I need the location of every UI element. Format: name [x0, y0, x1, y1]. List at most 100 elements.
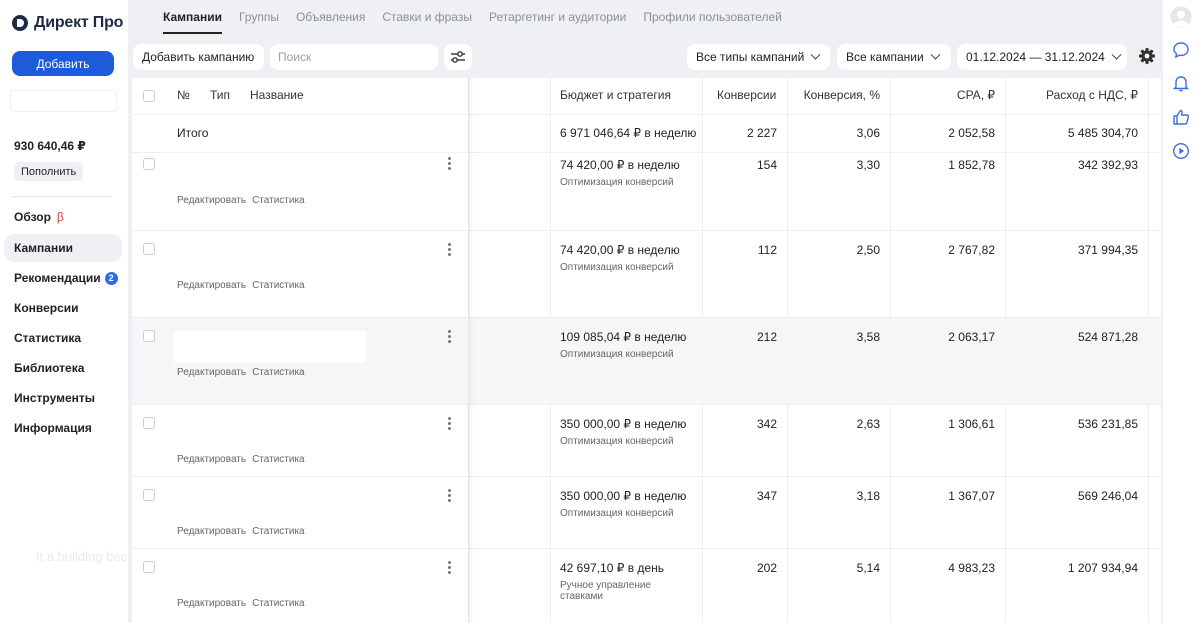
- more-icon[interactable]: [448, 489, 451, 502]
- edit-link[interactable]: Редактировать: [177, 280, 247, 291]
- add-button[interactable]: Добавить: [12, 51, 114, 76]
- chat-icon[interactable]: [1172, 41, 1190, 59]
- sidebar-item-campaigns[interactable]: Кампании: [4, 234, 122, 262]
- tab-retargeting[interactable]: Ретаргетинг и аудитории: [488, 10, 627, 24]
- conversions-value: 212: [756, 330, 777, 344]
- sidebar-item-statistics[interactable]: Статистика: [4, 324, 122, 352]
- table-row[interactable]: Редактировать Статистика 74 420,00 ₽ в н…: [132, 152, 1161, 230]
- add-campaign-button[interactable]: Добавить кампанию: [133, 44, 264, 70]
- play-icon[interactable]: [1172, 142, 1190, 160]
- chevron-down-icon: [1111, 49, 1122, 60]
- tab-campaigns[interactable]: Кампании: [163, 10, 222, 34]
- tab-ads[interactable]: Объявления: [295, 10, 366, 24]
- more-icon[interactable]: [448, 330, 451, 343]
- table-row[interactable]: Редактировать Статистика 350 000,00 ₽ в …: [132, 404, 1161, 476]
- logo-text: Директ Про: [34, 14, 124, 31]
- row-checkbox[interactable]: [143, 489, 155, 501]
- edit-link[interactable]: Редактировать: [177, 367, 247, 378]
- conversions-value: 112: [757, 243, 777, 257]
- table-row[interactable]: Редактировать Статистика 74 420,00 ₽ в н…: [132, 230, 1161, 317]
- edit-link[interactable]: Редактировать: [177, 454, 247, 465]
- direct-logo-icon: [12, 15, 28, 31]
- tab-bids[interactable]: Ставки и фразы: [382, 10, 472, 24]
- date-range-value: 01.12.2024 — 31.12.2024: [966, 50, 1105, 64]
- strategy-value: Оптимизация конверсий: [560, 262, 674, 273]
- table-row[interactable]: Редактировать Статистика 42 697,10 ₽ в д…: [132, 548, 1161, 623]
- row-checkbox[interactable]: [143, 417, 155, 429]
- edit-link[interactable]: Редактировать: [177, 195, 247, 206]
- spend-value: 569 246,04: [1077, 489, 1138, 503]
- campaigns-select[interactable]: Все кампании: [837, 44, 951, 70]
- budget-value: 350 000,00 ₽ в неделю: [560, 489, 687, 503]
- row-checkbox[interactable]: [143, 158, 155, 170]
- more-icon[interactable]: [448, 417, 451, 430]
- stats-link[interactable]: Статистика: [252, 367, 305, 378]
- budget-value: 42 697,10 ₽ в день: [560, 561, 664, 575]
- sidebar-item-info[interactable]: Информация: [4, 414, 122, 442]
- row-checkbox[interactable]: [143, 561, 155, 573]
- header-type[interactable]: Тип: [210, 88, 231, 102]
- header-name[interactable]: Название: [250, 88, 304, 102]
- edit-link[interactable]: Редактировать: [177, 598, 247, 609]
- sidebar-item-label: Конверсии: [14, 301, 79, 315]
- more-icon[interactable]: [448, 157, 451, 170]
- header-num[interactable]: №: [177, 88, 190, 102]
- sidebar-item-tools[interactable]: Инструменты: [4, 384, 122, 412]
- header-spend[interactable]: Расход с НДС, ₽: [1046, 88, 1138, 102]
- account-selector[interactable]: [10, 90, 117, 112]
- avatar-icon[interactable]: [1170, 6, 1192, 28]
- filter-button[interactable]: [444, 44, 472, 70]
- total-conversion-rate: 3,06: [856, 126, 880, 140]
- header-conversions[interactable]: Конверсии: [717, 88, 777, 102]
- conversion-rate-value: 3,18: [856, 489, 880, 503]
- redacted-name: [174, 331, 366, 363]
- header-cpa[interactable]: CPA, ₽: [956, 88, 995, 102]
- cpa-value: 1 306,61: [948, 417, 995, 431]
- row-checkbox[interactable]: [143, 243, 155, 255]
- tab-groups[interactable]: Группы: [238, 10, 279, 24]
- thumbs-up-icon[interactable]: [1172, 108, 1190, 126]
- sidebar-item-label: Статистика: [14, 331, 82, 345]
- sidebar-item-conversions[interactable]: Конверсии: [4, 294, 122, 322]
- row-checkbox[interactable]: [143, 330, 155, 342]
- table-row[interactable]: Редактировать Статистика 350 000,00 ₽ в …: [132, 476, 1161, 548]
- spend-value: 524 871,28: [1077, 330, 1138, 344]
- date-range-picker[interactable]: 01.12.2024 — 31.12.2024: [957, 44, 1127, 70]
- stats-link[interactable]: Статистика: [252, 598, 305, 609]
- spend-value: 371 994,35: [1077, 243, 1138, 257]
- strategy-value: Ручное управление ставками: [560, 580, 651, 602]
- more-icon[interactable]: [448, 243, 451, 256]
- sidebar-item-library[interactable]: Библиотека: [4, 354, 122, 382]
- sidebar-item-label: Рекомендации: [14, 271, 101, 285]
- sidebar-item-overview[interactable]: Обзор β: [4, 203, 122, 231]
- cpa-value: 1 367,07: [948, 489, 995, 503]
- stats-link[interactable]: Статистика: [252, 195, 305, 206]
- stats-link[interactable]: Статистика: [252, 280, 305, 291]
- select-value: Все типы кампаний: [696, 50, 805, 64]
- topup-button[interactable]: Пополнить: [14, 162, 84, 181]
- table-row[interactable]: Редактировать Статистика 109 085,04 ₽ в …: [132, 317, 1161, 404]
- stats-link[interactable]: Статистика: [252, 454, 305, 465]
- select-all-checkbox[interactable]: [143, 90, 155, 102]
- logo[interactable]: Директ Про: [12, 14, 123, 32]
- spend-value: 1 207 934,94: [1067, 561, 1138, 575]
- beta-mark: β: [56, 210, 64, 224]
- header-budget[interactable]: Бюджет и стратегия: [560, 88, 671, 102]
- search-input[interactable]: Поиск: [270, 44, 438, 70]
- bell-icon[interactable]: [1172, 74, 1190, 92]
- conversions-value: 342: [756, 417, 777, 431]
- gear-icon[interactable]: [1137, 46, 1157, 66]
- campaign-types-select[interactable]: Все типы кампаний: [687, 44, 830, 70]
- sidebar-item-recommendations[interactable]: Рекомендации 2: [4, 264, 122, 292]
- stats-link[interactable]: Статистика: [252, 526, 305, 537]
- more-icon[interactable]: [448, 561, 451, 574]
- strategy-value: Оптимизация конверсий: [560, 349, 674, 360]
- edit-link[interactable]: Редактировать: [177, 526, 247, 537]
- total-cpa: 2 052,58: [948, 126, 995, 140]
- select-value: Все кампании: [846, 50, 924, 64]
- sidebar-item-label: Кампании: [14, 241, 73, 255]
- tab-user-profiles[interactable]: Профили пользователей: [643, 10, 782, 24]
- conversions-value: 154: [756, 158, 777, 172]
- conversions-value: 202: [756, 561, 777, 575]
- header-conversion-rate[interactable]: Конверсия, %: [803, 88, 880, 102]
